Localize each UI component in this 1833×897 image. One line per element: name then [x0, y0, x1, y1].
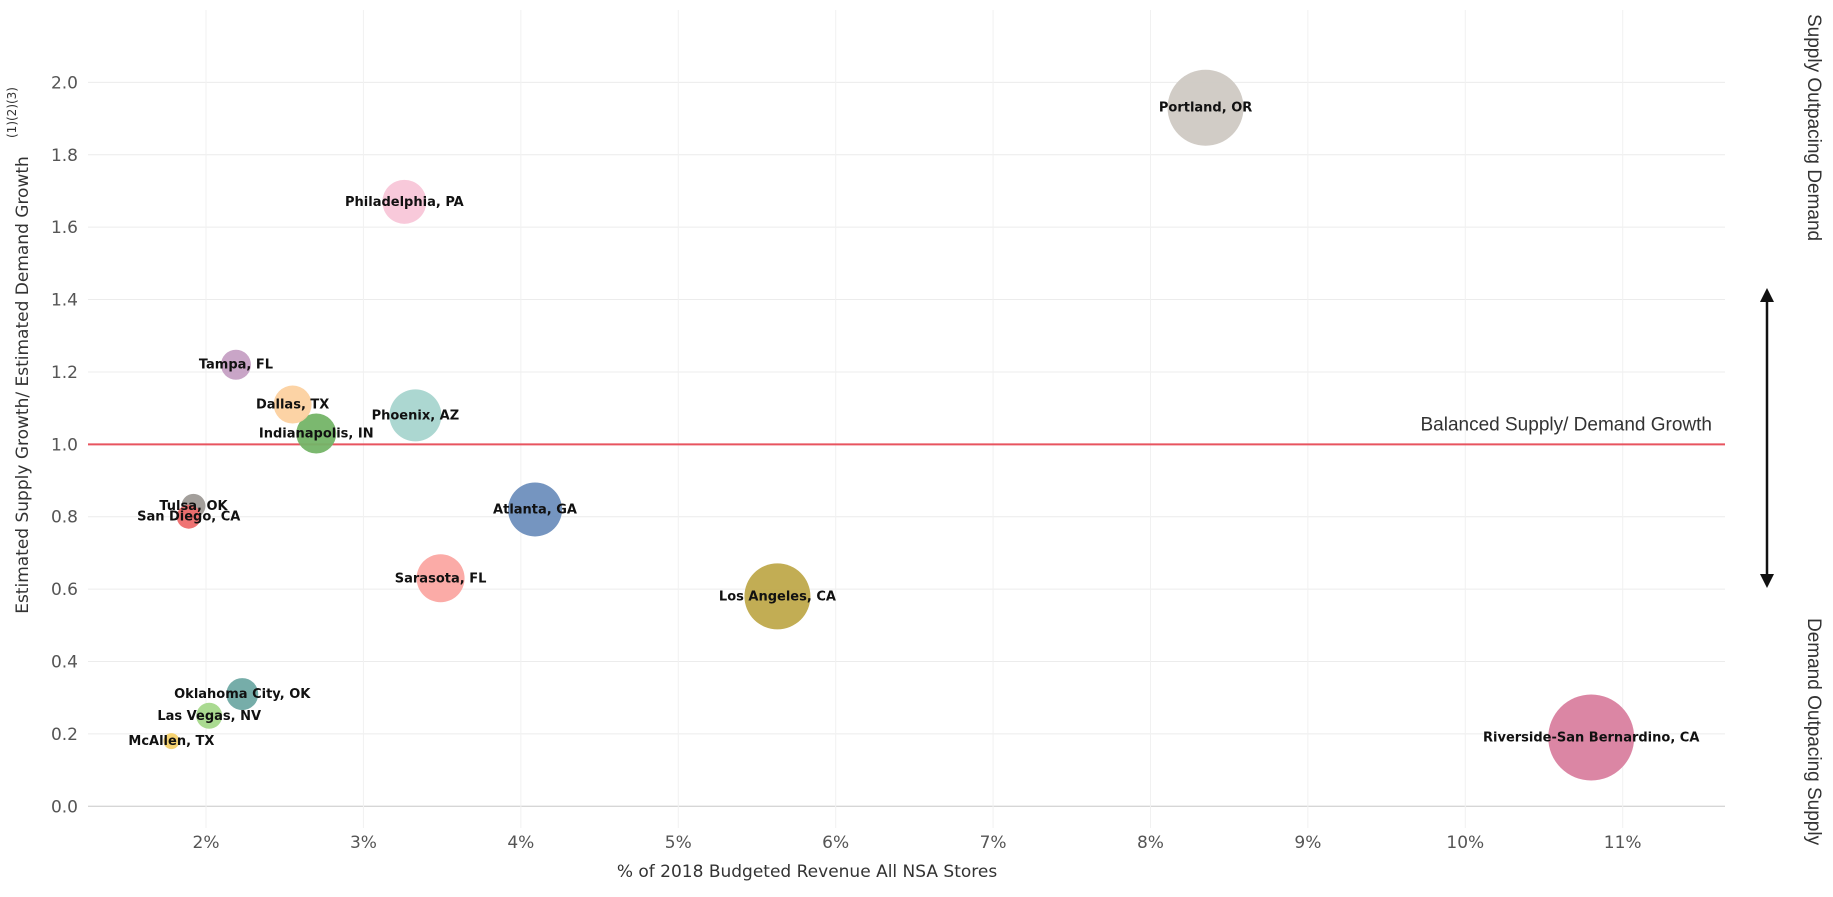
bubble [220, 349, 251, 380]
double-arrow [1760, 288, 1774, 588]
bubble-label: Las Vegas, NV [157, 709, 261, 724]
bubble-label: Philadelphia, PA [345, 195, 464, 210]
bubble-label: Dallas, TX [256, 398, 329, 413]
bubble [273, 385, 312, 424]
bubble-label: Riverside-San Bernardino, CA [1483, 731, 1699, 746]
y-axis-superscript: (1)(2)(3) [5, 87, 19, 138]
y-tick-label: 1.0 [51, 435, 78, 455]
y-tick-label: 0.2 [51, 725, 78, 745]
demand-outpacing-supply-label: Demand Outpacing Supply [1803, 618, 1824, 846]
bubble-label: Tulsa, OK [159, 499, 228, 514]
bubble [176, 504, 201, 529]
y-tick-label: 0.4 [51, 653, 78, 673]
bubble [1548, 694, 1635, 781]
x-tick-label: 10% [1446, 833, 1484, 853]
bubble [226, 678, 259, 711]
y-tick-label: 0.6 [51, 580, 78, 600]
bubble-label: Oklahoma City, OK [174, 687, 311, 702]
bubbles [163, 69, 1635, 781]
axis-ticks: 0.0 0.2 0.4 0.6 0.8 1.0 1.2 1.4 1.6 1.8 2.0 2% 3% 4% 5… [51, 73, 1642, 853]
bubble [744, 563, 811, 630]
x-axis-title: % of 2018 Budgeted Revenue All NSA Store… [617, 862, 998, 882]
x-tick-label: 11% [1604, 833, 1642, 853]
y-tick-label: 1.4 [51, 291, 78, 311]
bubble-label: San Diego, CA [137, 510, 240, 525]
x-tick-label: 4% [507, 833, 534, 853]
x-tick-label: 6% [822, 833, 849, 853]
x-tick-label: 5% [665, 833, 692, 853]
reference-line-group: Balanced Supply/ Demand Growth [88, 414, 1725, 446]
bubble-label: Tampa, FL [199, 358, 273, 373]
bubble [389, 389, 442, 442]
y-tick-label: 1.2 [51, 363, 78, 383]
x-tick-label: 3% [350, 833, 377, 853]
y-tick-label: 0.8 [51, 508, 78, 528]
bubble-label: Los Angeles, CA [719, 589, 836, 604]
bubble [196, 702, 223, 729]
bubble-label: Phoenix, AZ [372, 408, 460, 423]
bubble-label: Portland, OR [1159, 101, 1252, 116]
x-tick-label: 8% [1137, 833, 1164, 853]
bubble-label: Indianapolis, IN [259, 426, 374, 441]
x-tick-label: 7% [980, 833, 1007, 853]
bubble [382, 179, 427, 224]
y-tick-label: 1.8 [51, 146, 78, 166]
bubble-label: Sarasota, FL [395, 571, 487, 586]
bubble-label: McAllen, TX [128, 734, 214, 749]
y-tick-label: 0.0 [51, 797, 78, 817]
balanced-reference-label: Balanced Supply/ Demand Growth [1421, 414, 1713, 435]
bubble-labels: Portland, OR Philadelphia, PA Tampa, FL Dal… [128, 101, 1699, 749]
x-tick-label: 2% [193, 833, 220, 853]
supply-outpacing-demand-label: Supply Outpacing Demand [1803, 14, 1824, 241]
bubble-label: Atlanta, GA [493, 502, 577, 517]
bubble [296, 413, 337, 454]
bubble [416, 554, 465, 603]
y-axis-title: Estimated Supply Growth/ Estimated Deman… [13, 156, 33, 614]
bubble [508, 482, 563, 537]
y-tick-label: 1.6 [51, 218, 78, 238]
y-tick-label: 2.0 [51, 73, 78, 93]
bubble [163, 733, 180, 750]
x-tick-label: 9% [1294, 833, 1321, 853]
bubble [1167, 69, 1244, 146]
